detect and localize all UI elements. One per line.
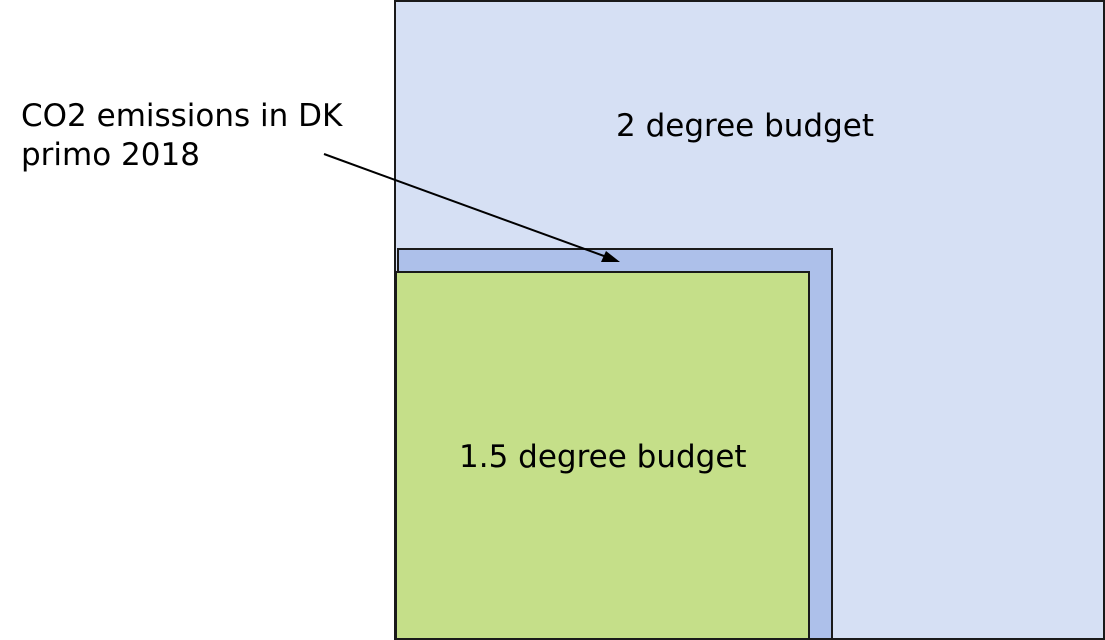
- co2-emissions-label-line2: primo 2018: [21, 137, 200, 173]
- one-point-five-degree-budget-box: [395, 271, 810, 640]
- one-point-five-degree-budget-label: 1.5 degree budget: [459, 439, 747, 475]
- co2-emissions-label-line1: CO2 emissions in DK: [21, 98, 343, 134]
- co2-emissions-label: CO2 emissions in DK primo 2018: [21, 97, 342, 175]
- two-degree-budget-label: 2 degree budget: [616, 108, 874, 144]
